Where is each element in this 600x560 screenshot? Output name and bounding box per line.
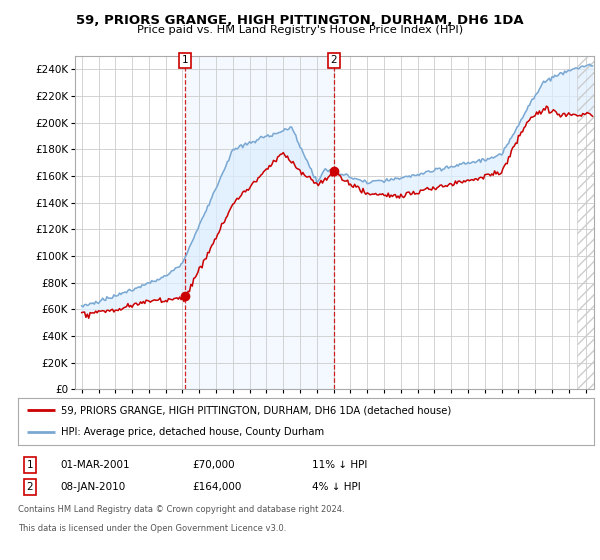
Text: 08-JAN-2010: 08-JAN-2010 [60,482,125,492]
Text: 1: 1 [26,460,34,470]
Text: 59, PRIORS GRANGE, HIGH PITTINGTON, DURHAM, DH6 1DA: 59, PRIORS GRANGE, HIGH PITTINGTON, DURH… [76,14,524,27]
Text: 59, PRIORS GRANGE, HIGH PITTINGTON, DURHAM, DH6 1DA (detached house): 59, PRIORS GRANGE, HIGH PITTINGTON, DURH… [61,405,451,416]
Bar [185,56,334,389]
Text: 11% ↓ HPI: 11% ↓ HPI [312,460,367,470]
Text: Price paid vs. HM Land Registry's House Price Index (HPI): Price paid vs. HM Land Registry's House … [137,25,463,35]
Text: HPI: Average price, detached house, County Durham: HPI: Average price, detached house, Coun… [61,427,325,437]
Text: 1: 1 [182,55,188,66]
Text: 4% ↓ HPI: 4% ↓ HPI [312,482,361,492]
Text: 2: 2 [331,55,337,66]
Text: 01-MAR-2001: 01-MAR-2001 [60,460,130,470]
Text: This data is licensed under the Open Government Licence v3.0.: This data is licensed under the Open Gov… [18,524,286,533]
Text: Contains HM Land Registry data © Crown copyright and database right 2024.: Contains HM Land Registry data © Crown c… [18,505,344,514]
Text: £164,000: £164,000 [192,482,241,492]
Text: 2: 2 [26,482,34,492]
Text: £70,000: £70,000 [192,460,235,470]
